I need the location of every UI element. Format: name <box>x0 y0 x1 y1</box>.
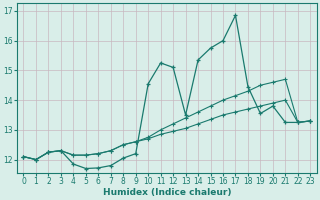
X-axis label: Humidex (Indice chaleur): Humidex (Indice chaleur) <box>103 188 231 197</box>
